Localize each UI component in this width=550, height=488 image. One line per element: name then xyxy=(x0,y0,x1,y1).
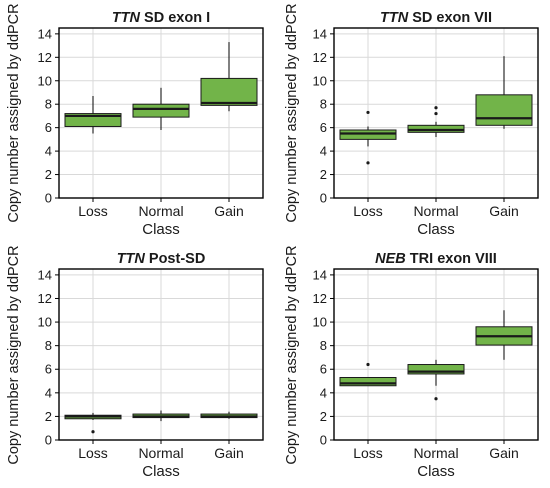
y-tick-label: 10 xyxy=(313,315,327,330)
y-tick-label: 8 xyxy=(45,338,52,353)
box-loss xyxy=(64,96,122,134)
outlier-point xyxy=(434,111,438,116)
chart-title: TTN SD exon VII xyxy=(380,10,492,26)
box-body xyxy=(339,129,397,140)
y-tick-label: 4 xyxy=(320,385,327,400)
box-body xyxy=(407,124,465,133)
y-tick-label: 10 xyxy=(38,73,52,88)
y-tick-label: 0 xyxy=(45,433,52,448)
chart-title-region: SD exon I xyxy=(140,10,210,26)
y-tick-label: 12 xyxy=(313,291,327,306)
y-axis-label: Copy number assigned by ddPCR xyxy=(284,245,300,464)
y-axis-label: Copy number assigned by ddPCR xyxy=(6,245,22,464)
box-normal xyxy=(132,410,190,422)
box-body xyxy=(200,77,258,106)
y-axis-label: Copy number assigned by ddPCR xyxy=(6,3,22,222)
outlier-point xyxy=(91,430,95,434)
y-tick-label: 0 xyxy=(45,191,52,206)
chart-title-region: Post-SD xyxy=(145,251,205,267)
y-tick-label: 4 xyxy=(320,144,327,159)
box-loss xyxy=(64,412,122,434)
y-tick-label: 14 xyxy=(313,267,327,282)
y-tick-label: 10 xyxy=(38,315,52,330)
x-tick-label: Gain xyxy=(489,203,519,219)
y-tick-label: 12 xyxy=(313,50,327,65)
x-tick-label: Loss xyxy=(78,445,108,461)
box-gain xyxy=(475,310,533,360)
box-gain xyxy=(475,56,533,129)
y-tick-label: 8 xyxy=(320,97,327,112)
y-tick-label: 0 xyxy=(320,433,327,448)
chart-title: TTN Post-SD xyxy=(117,251,206,267)
y-tick-label: 2 xyxy=(320,409,327,424)
y-axis-label: Copy number assigned by ddPCR xyxy=(284,3,300,222)
x-axis-label: Class xyxy=(417,221,455,238)
box-gain xyxy=(200,411,258,419)
box-gain xyxy=(200,42,258,112)
y-tick-label: 10 xyxy=(313,73,327,88)
chart-title: TTN SD exon I xyxy=(112,10,210,26)
y-tick-label: 6 xyxy=(45,362,52,377)
box-body xyxy=(339,376,397,387)
chart-panel-2: 0 2 4 6 8 10 12 14 Loss Normal Gain Class Copy numbe… xyxy=(284,3,539,238)
outlier-point xyxy=(434,106,438,110)
y-tick-label: 4 xyxy=(45,144,52,159)
x-tick-label: Normal xyxy=(413,203,458,219)
box-loss xyxy=(339,362,397,387)
x-tick-label: Loss xyxy=(353,445,383,461)
x-tick-label: Normal xyxy=(138,445,183,461)
chart-title-gene: TTN xyxy=(112,10,141,26)
box-body xyxy=(475,94,533,126)
x-axis-label: Class xyxy=(142,463,180,480)
chart-title-region: SD exon VII xyxy=(408,10,492,26)
y-tick-label: 4 xyxy=(45,385,52,400)
box-loss xyxy=(339,110,397,165)
y-tick-label: 6 xyxy=(45,120,52,135)
x-tick-label: Normal xyxy=(413,445,458,461)
y-tick-label: 2 xyxy=(45,409,52,424)
outlier-point xyxy=(366,110,370,115)
y-tick-label: 14 xyxy=(313,26,327,41)
x-tick-label: Normal xyxy=(138,203,183,219)
chart-title-gene: TTN xyxy=(380,10,409,26)
chart-title-gene: TTN xyxy=(117,251,146,267)
chart-panel-3: 0 2 4 6 8 10 12 14 Loss Normal Gain Class Copy numbe… xyxy=(6,245,264,480)
chart-panel-4: 0 2 4 6 8 10 12 14 Loss Normal Gain Class Copy numbe… xyxy=(284,245,539,480)
y-tick-label: 14 xyxy=(38,267,52,282)
y-tick-label: 12 xyxy=(38,291,52,306)
chart-title: NEB TRI exon VIII xyxy=(375,251,497,267)
y-tick-label: 12 xyxy=(38,50,52,65)
y-tick-label: 8 xyxy=(320,338,327,353)
x-tick-label: Gain xyxy=(214,203,244,219)
chart-title-gene: NEB xyxy=(375,251,406,267)
y-tick-label: 14 xyxy=(38,26,52,41)
outlier-point xyxy=(366,161,370,165)
y-tick-label: 2 xyxy=(320,167,327,182)
box-body xyxy=(407,364,465,375)
x-tick-label: Loss xyxy=(353,203,383,219)
y-tick-label: 0 xyxy=(320,191,327,206)
box-normal xyxy=(407,359,465,401)
y-tick-label: 2 xyxy=(45,167,52,182)
x-tick-label: Loss xyxy=(78,203,108,219)
outlier-point xyxy=(434,397,438,401)
x-tick-label: Gain xyxy=(214,445,244,461)
y-tick-label: 6 xyxy=(320,362,327,377)
y-tick-label: 6 xyxy=(320,120,327,135)
box-normal xyxy=(132,87,190,130)
chart-panel-1: 0 2 4 6 8 10 12 14 Loss Normal Gain Class Copy numbe… xyxy=(6,3,264,238)
y-tick-label: 8 xyxy=(45,97,52,112)
x-axis-label: Class xyxy=(417,463,455,480)
x-tick-label: Gain xyxy=(489,445,519,461)
x-axis-label: Class xyxy=(142,221,180,238)
box-body xyxy=(132,103,190,118)
chart-title-region: TRI exon VIII xyxy=(406,251,497,267)
box-normal xyxy=(407,106,465,138)
outlier-point xyxy=(366,362,370,367)
